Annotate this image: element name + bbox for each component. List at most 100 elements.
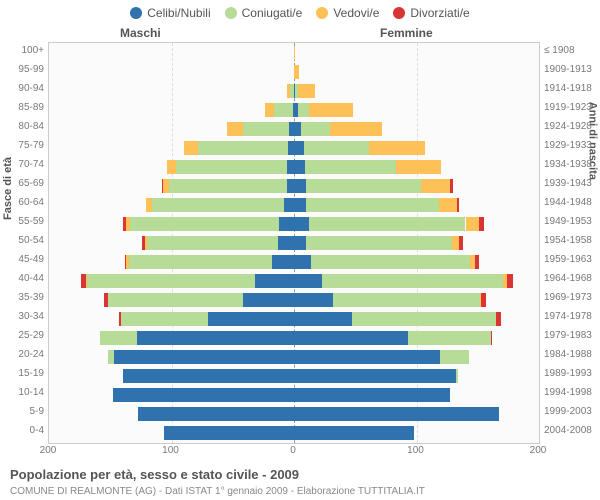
legend-item: Vedovi/e [316,6,379,20]
bar-segment-male [163,179,169,193]
age-label: 80-84 [4,121,44,132]
bar-segment-male [126,217,130,231]
bar-segment-male [279,217,294,231]
pyramid-row [49,196,539,215]
bar-segment-male [123,369,295,383]
bar-segment-female [294,369,456,383]
birth-year-label: 1939-1943 [544,178,600,189]
pyramid-row [49,234,539,253]
age-label: 30-34 [4,311,44,322]
bar-segment-female [294,274,322,288]
pyramid-row [49,348,539,367]
bar-segment-female [294,350,440,364]
birth-year-label: 1914-1918 [544,83,600,94]
chart-title: Popolazione per età, sesso e stato civil… [10,467,299,482]
bar-segment-female [479,217,484,231]
header-male: Maschi [120,26,161,40]
birth-year-label: 1999-2003 [544,406,600,417]
pyramid-row [49,177,539,196]
x-axis-tick: 100 [162,445,179,456]
bar-segment-female [298,84,315,98]
bar-segment-female [496,312,501,326]
age-label: 40-44 [4,273,44,284]
bar-segment-female [294,293,333,307]
bar-segment-female [294,426,414,440]
bar-segment-male [278,236,294,250]
birth-year-label: 2004-2008 [544,425,600,436]
bar-segment-female [298,103,309,117]
pyramid-row [49,44,539,63]
bar-segment-female [459,236,463,250]
pyramid-row [49,101,539,120]
bar-segment-female [294,217,309,231]
bar-segment-female [306,236,452,250]
bar-segment-male [198,141,287,155]
age-label: 100+ [4,45,44,56]
age-label: 95-99 [4,64,44,75]
birth-year-label: 1974-1978 [544,311,600,322]
bar-segment-male [147,236,278,250]
bar-segment-female [305,160,396,174]
legend-item: Coniugati/e [225,6,303,20]
pyramid-row [49,158,539,177]
bar-segment-female [294,407,499,421]
pyramid-row [49,367,539,386]
bar-segment-female [452,236,459,250]
bar-segment-male [272,255,294,269]
bar-segment-male [108,350,114,364]
bar-segment-female [440,350,469,364]
birth-year-label: 1989-1993 [544,368,600,379]
legend-swatch [393,7,405,19]
age-label: 35-39 [4,292,44,303]
birth-year-label: 1984-1988 [544,349,600,360]
bar-segment-male [86,274,87,288]
chart-container: Celibi/NubiliConiugati/eVedovi/eDivorzia… [0,0,600,500]
legend-label: Vedovi/e [333,6,379,20]
age-label: 70-74 [4,159,44,170]
legend-label: Celibi/Nubili [147,6,210,20]
pyramid-row [49,120,539,139]
bar-segment-female [475,255,479,269]
bar-segment-male [287,160,294,174]
bar-segment-female [421,179,449,193]
bar-segment-male [287,84,291,98]
age-label: 55-59 [4,216,44,227]
bar-segment-male [119,312,121,326]
bar-segment-female [466,217,479,231]
birth-year-label: 1919-1923 [544,102,600,113]
bar-segment-male [126,255,128,269]
birth-year-label: 1954-1958 [544,235,600,246]
bar-segment-male [243,122,290,136]
bar-segment-female [322,274,503,288]
birth-year-label: ≤ 1908 [544,45,600,56]
bar-segment-female [294,236,306,250]
age-label: 10-14 [4,387,44,398]
pyramid-row [49,139,539,158]
bar-segment-female [507,274,513,288]
pyramid-row [49,386,539,405]
bar-segment-female [294,65,299,79]
legend-item: Celibi/Nubili [130,6,210,20]
x-axis-tick: 200 [40,445,57,456]
bar-segment-female [306,179,421,193]
bar-segment-male [208,312,294,326]
bar-segment-male [169,179,287,193]
bar-segment-male [129,255,272,269]
bar-segment-male [130,217,279,231]
bar-segment-male [142,236,144,250]
legend: Celibi/NubiliConiugati/eVedovi/eDivorzia… [0,0,600,20]
age-label: 75-79 [4,140,44,151]
birth-year-label: 1934-1938 [544,159,600,170]
bar-segment-male [100,331,137,345]
age-label: 90-94 [4,83,44,94]
bar-segment-male [265,103,275,117]
age-label: 5-9 [4,406,44,417]
bar-segment-male [113,388,294,402]
x-axis-tick: 100 [407,445,424,456]
bar-segment-female [294,198,306,212]
pyramid-row [49,63,539,82]
birth-year-label: 1949-1953 [544,216,600,227]
bar-segment-female [294,331,408,345]
age-label: 45-49 [4,254,44,265]
birth-year-label: 1969-1973 [544,292,600,303]
